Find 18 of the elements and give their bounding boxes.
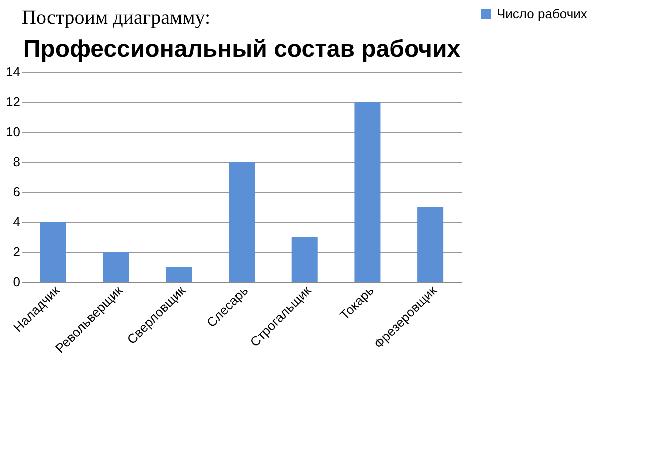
- y-tick-label: 12: [6, 94, 20, 110]
- bar: [166, 267, 192, 282]
- text: Построим диаграмму:: [22, 7, 211, 29]
- y-tick-label: 2: [13, 244, 20, 260]
- y-tick-label: 14: [6, 64, 20, 80]
- y-tick-label: 0: [13, 274, 20, 290]
- bar: [292, 237, 318, 282]
- y-tick-label: 6: [13, 184, 20, 200]
- bar: [40, 222, 66, 282]
- bar: [103, 252, 130, 282]
- bar: [229, 162, 255, 282]
- y-tick-label: 10: [6, 124, 20, 140]
- bar: [354, 102, 381, 282]
- bar: [418, 207, 444, 282]
- y-tick-label: 4: [13, 214, 20, 230]
- legend-label: Число рабочих: [497, 6, 588, 22]
- y-tick-label: 8: [13, 154, 20, 170]
- chart-title: Профессиональный состав рабочих: [23, 36, 462, 63]
